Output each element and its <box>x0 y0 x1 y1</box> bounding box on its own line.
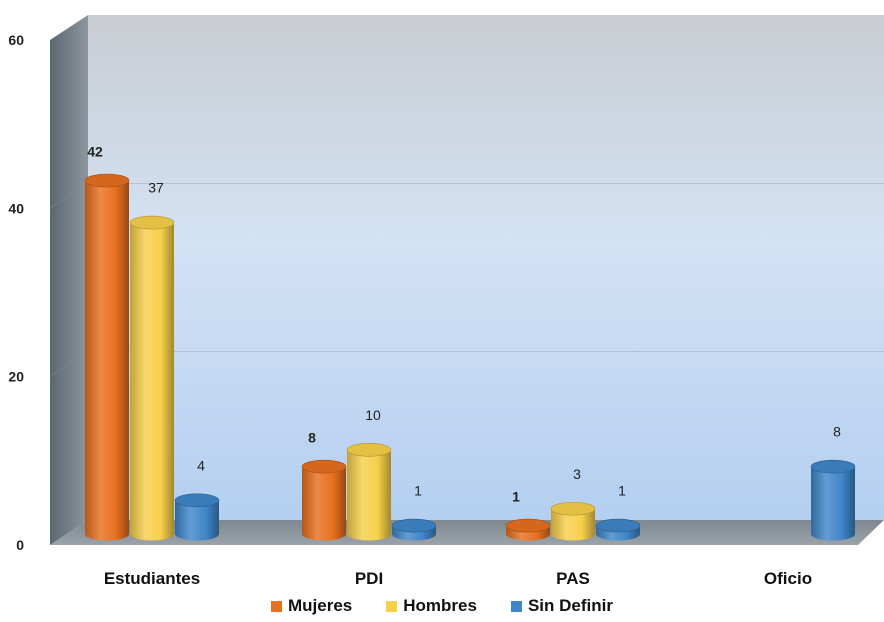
data-label: 8 <box>308 430 316 446</box>
bar-body <box>811 466 855 541</box>
bar <box>505 518 551 541</box>
data-label: 10 <box>365 407 381 423</box>
bar-body <box>175 500 219 541</box>
data-label: 37 <box>148 180 164 196</box>
legend-label: Sin Definir <box>527 596 613 615</box>
data-label: 1 <box>618 483 626 499</box>
bar-top <box>391 518 437 533</box>
bar-top <box>505 518 551 533</box>
legend-swatch <box>510 600 522 612</box>
y-tick-label: 0 <box>16 537 24 553</box>
bar-body <box>506 525 550 541</box>
category-label: PAS <box>556 569 590 588</box>
legend-item: Mujeres <box>271 596 352 616</box>
bar-body <box>392 525 436 541</box>
bar <box>174 493 220 541</box>
legend-item: Sin Definir <box>510 596 613 616</box>
data-label: 42 <box>87 144 103 160</box>
bar <box>301 459 347 541</box>
bar <box>129 215 175 541</box>
bar <box>550 501 596 541</box>
data-label: 1 <box>512 489 520 505</box>
bar-top <box>810 459 856 474</box>
bar-top <box>174 493 220 508</box>
bar <box>595 518 641 541</box>
bar <box>810 459 856 541</box>
y-tick-label: 60 <box>8 32 24 48</box>
legend-swatch <box>271 600 283 612</box>
y-tick-label: 40 <box>8 200 24 216</box>
y-tick-label: 20 <box>8 369 24 385</box>
back-wall <box>88 15 884 520</box>
bar-body <box>347 449 391 541</box>
data-label: 4 <box>197 457 205 473</box>
bar-body <box>551 508 595 541</box>
bar-top <box>595 518 641 533</box>
bar <box>391 518 437 541</box>
bar-top <box>346 443 392 457</box>
bar-body <box>130 222 174 541</box>
bar-body <box>85 180 129 541</box>
legend-item: Hombres <box>386 596 477 616</box>
category-label: PDI <box>355 569 383 588</box>
legend: Mujeres Hombres Sin Definir <box>0 596 884 616</box>
chart: 0 20 40 60 42 37 4 8 10 1 1 3 1 8 Estudiantes PDI PAS O… <box>8 15 884 588</box>
bar-top <box>301 459 347 474</box>
bar <box>84 173 130 541</box>
legend-label: Hombres <box>403 596 477 615</box>
legend-swatch <box>386 600 398 612</box>
side-wall <box>50 15 88 545</box>
legend-label: Mujeres <box>288 596 353 615</box>
bar <box>346 443 392 541</box>
data-label: 1 <box>414 483 422 499</box>
bar-body <box>596 525 640 541</box>
bar-body <box>302 466 346 541</box>
category-label: Oficio <box>764 569 812 588</box>
bar-top <box>550 501 596 516</box>
floor <box>50 520 884 545</box>
category-label: Estudiantes <box>104 569 200 588</box>
data-label: 8 <box>833 424 841 440</box>
data-label: 3 <box>573 466 581 482</box>
bar-top <box>84 173 130 188</box>
bar-top <box>129 215 175 230</box>
